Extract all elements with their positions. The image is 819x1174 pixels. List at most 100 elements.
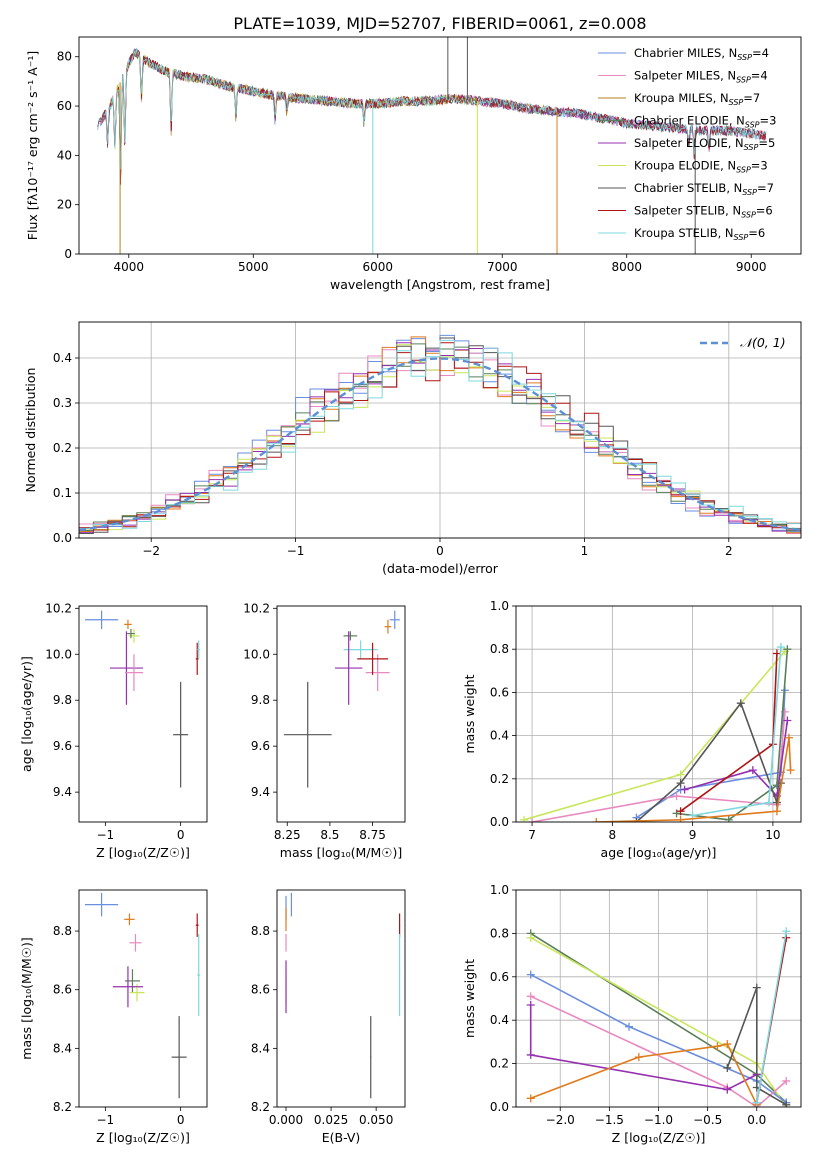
x-tick-label: 0.050 xyxy=(359,1113,393,1127)
residual-legend: 𝒩(0, 1) xyxy=(700,335,786,350)
error-point xyxy=(389,610,400,629)
error-point xyxy=(283,681,332,788)
y-tick-label: 0.2 xyxy=(53,441,72,455)
x-tick-label: 7000 xyxy=(487,260,518,274)
error-point xyxy=(124,913,135,926)
weight_vs_Z-frame xyxy=(515,889,802,1108)
weight-marker xyxy=(592,818,601,822)
x-axis-label: (data-model)/error xyxy=(382,561,499,576)
y-tick-label: 8.4 xyxy=(53,1041,72,1055)
y-tick-label: 0.2 xyxy=(490,1057,509,1071)
x-tick-label: −1 xyxy=(97,1113,115,1127)
weight_vs_Z-axes: −2.0 −1.5 −1.0 −0.5 0.0 0.0 0.2 0.4 0.6 0.8 1.0 Z [… xyxy=(462,883,801,1145)
y-tick-label: 9.4 xyxy=(251,785,270,799)
weight-marker xyxy=(625,1022,634,1031)
spectrum-frame xyxy=(78,36,802,255)
error-point xyxy=(112,966,143,1008)
age_vs_Z-frame xyxy=(78,605,208,823)
age_vs_Z-axes: −1 0 9.4 9.6 9.8 10.0 10.2 Z [log₁₀(Z/Z☉)] age [… xyxy=(19,601,190,860)
weight-line xyxy=(529,1005,758,1091)
legend-label: Chabrier ELODIE, NSSP=3 xyxy=(634,114,776,130)
mass_vs_Z-axes: −1 0 8.2 8.4 8.6 8.8 Z [log₁₀(Z/Z☉)] mass [log₁… xyxy=(19,924,190,1145)
y-tick-label: 60 xyxy=(57,99,72,113)
y-tick-label: 0.3 xyxy=(53,396,72,410)
weight-marker xyxy=(772,807,781,816)
spectrum-legend: Chabrier MILES, NSSP=4 Salpeter MILES, NS… xyxy=(598,46,776,242)
error-point xyxy=(370,1016,372,1099)
x-tick-label: 4000 xyxy=(114,260,145,274)
weight-marker xyxy=(680,785,689,794)
x-tick-label: 7 xyxy=(528,828,536,842)
x-axis-label: mass [log₁₀(M/M☉)] xyxy=(280,845,402,860)
y-tick-label: 9.6 xyxy=(53,739,72,753)
x-tick-label: 5000 xyxy=(238,260,269,274)
y-tick-label: 0.4 xyxy=(53,351,72,365)
x-tick-label: 0.0 xyxy=(747,1113,766,1127)
weight-marker xyxy=(752,1098,761,1107)
y-tick-label: 0.0 xyxy=(490,1100,509,1114)
x-tick-label: −2.0 xyxy=(546,1113,575,1127)
mass_vs_ebv-axes: 0.000 0.025 0.050 8.2 8.4 8.6 8.8 E(B-V) xyxy=(251,924,393,1145)
weight-marker xyxy=(782,927,791,936)
weight-marker xyxy=(736,699,745,708)
y-axis-label: age [log₁₀(age/yr)] xyxy=(19,656,34,772)
y-tick-label: 9.6 xyxy=(251,739,270,753)
x-tick-label: 8.25 xyxy=(274,828,301,842)
mass_vs_ebv-points xyxy=(285,892,401,1099)
spectrum-line xyxy=(101,48,557,174)
x-tick-label: 8.75 xyxy=(359,828,386,842)
legend-label: Chabrier STELIB, NSSP=7 xyxy=(634,181,774,197)
x-tick-label: −1.0 xyxy=(644,1113,673,1127)
y-tick-label: 8.6 xyxy=(251,983,270,997)
y-axis-label: mass [log₁₀(M/M☉)] xyxy=(19,937,34,1059)
error-point xyxy=(290,892,293,917)
x-tick-label: 8 xyxy=(609,828,617,842)
weight-line xyxy=(684,720,789,798)
error-point xyxy=(197,933,201,1017)
y-axis-label: mass weight xyxy=(462,959,477,1038)
error-point xyxy=(124,654,143,692)
spectrum-axes: 4000 5000 6000 7000 8000 9000 0 20 40 60 80 wavelen… xyxy=(25,50,766,292)
y-tick-label: 40 xyxy=(57,148,72,162)
weight_vs_age-frame xyxy=(515,605,802,823)
spectrum-line xyxy=(97,49,766,183)
x-tick-label: 1 xyxy=(581,544,589,558)
weight-marker xyxy=(723,1040,732,1049)
residual-hists xyxy=(79,334,801,534)
x-tick-label: 0 xyxy=(177,1113,185,1127)
x-axis-label: E(B-V) xyxy=(322,1130,361,1145)
y-tick-label: 0.8 xyxy=(490,926,509,940)
x-tick-label: 9 xyxy=(689,828,697,842)
weight-marker xyxy=(676,815,685,822)
spectrum-line xyxy=(102,48,767,185)
figure-title: PLATE=1039, MJD=52707, FIBERID=0061, z=0… xyxy=(233,14,646,33)
error-point xyxy=(127,628,135,639)
x-tick-label: 10 xyxy=(765,828,780,842)
weight-marker xyxy=(772,781,781,790)
y-axis-label: mass weight xyxy=(462,674,477,753)
error-point xyxy=(129,933,142,952)
weight-marker xyxy=(528,818,537,822)
legend-label: Salpeter MILES, NSSP=4 xyxy=(634,69,768,85)
y-tick-label: 0.4 xyxy=(490,1013,509,1027)
weight-marker xyxy=(672,809,681,818)
weight-marker xyxy=(526,1050,535,1059)
x-tick-label: −1 xyxy=(287,544,305,558)
error-point xyxy=(195,913,199,937)
x-tick-label: −0.5 xyxy=(693,1113,722,1127)
weight-marker xyxy=(764,798,773,807)
x-tick-label: 8.5 xyxy=(320,828,339,842)
error-point xyxy=(197,640,201,659)
y-tick-label: 9.8 xyxy=(53,693,72,707)
spectrum-lines xyxy=(97,37,767,254)
mass_vs_Z-points xyxy=(85,892,201,1099)
x-tick-label: 2 xyxy=(725,544,733,558)
weight-marker xyxy=(776,643,785,652)
age_vs_Z-points xyxy=(85,610,201,788)
y-tick-label: 0 xyxy=(64,247,72,261)
weight-marker xyxy=(772,798,781,807)
error-point xyxy=(173,681,189,788)
y-tick-label: 0.2 xyxy=(490,772,509,786)
y-tick-label: 1.0 xyxy=(490,599,509,613)
